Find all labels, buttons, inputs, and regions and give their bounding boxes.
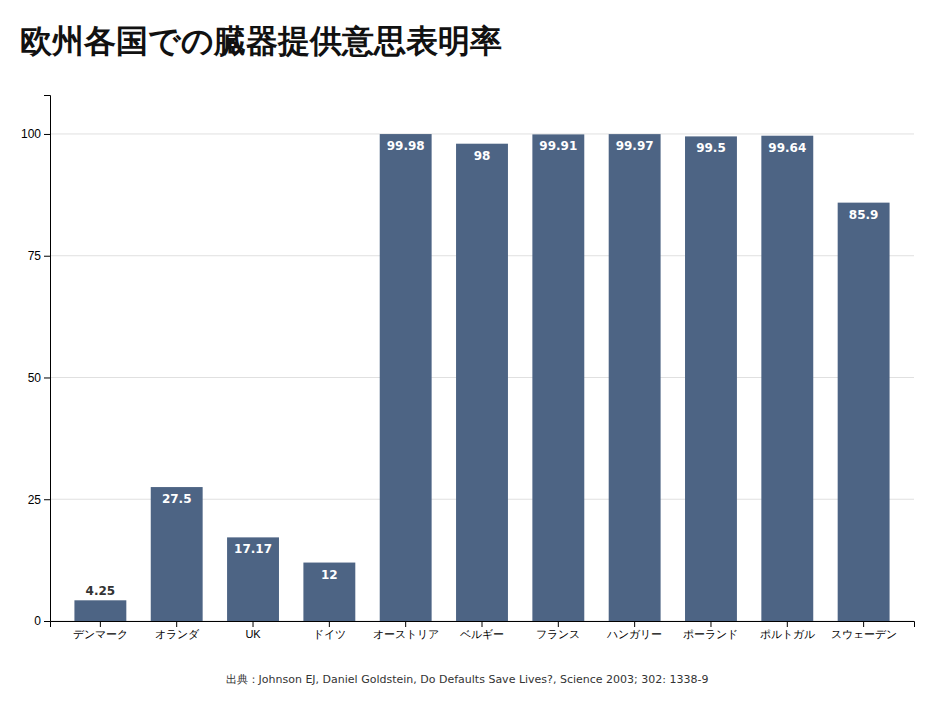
x-tick: ポルトガル: [760, 621, 815, 640]
x-tick: ポーランド: [683, 621, 738, 640]
x-tick-mark: [787, 621, 788, 627]
x-tick-mark: [863, 621, 864, 627]
y-tick: 50: [28, 371, 50, 385]
x-tick-label: デンマーク: [73, 628, 128, 640]
y-tick-mark: [44, 377, 50, 378]
x-tick-label: オーストリア: [373, 628, 439, 640]
x-tick-mark: [558, 621, 559, 627]
y-tick: 0: [34, 614, 50, 628]
y-tick: 75: [28, 249, 50, 263]
bar: [227, 537, 279, 621]
x-tick-label: スウェーデン: [831, 628, 897, 640]
data-label: 27.5: [162, 492, 192, 506]
bar: [838, 203, 890, 621]
bar: [303, 563, 355, 621]
data-label: 99.5: [696, 141, 726, 155]
x-axis: デンマーク オランダ UK ドイツ オーストリア ベルギー フランス ハンガリー ポーランド ポル…: [51, 621, 915, 640]
y-tick: 25: [28, 493, 50, 507]
x-tick-mark: [710, 621, 711, 627]
y-tick-mark: [44, 134, 50, 135]
y-axis: 0 25 50 75 100: [21, 96, 51, 629]
bar: [380, 134, 432, 621]
x-tick: スウェーデン: [831, 621, 897, 640]
x-tick: オーストリア: [373, 621, 439, 640]
x-tick-mark: [100, 621, 101, 627]
y-tick: 100: [21, 127, 50, 141]
x-tick-mark: [253, 621, 254, 627]
x-tick-mark: [176, 621, 177, 627]
bar: [761, 136, 813, 621]
y-tick-label: 25: [28, 493, 42, 507]
data-label: 99.98: [387, 139, 425, 153]
source: 出典：Johnson EJ, Daniel Goldstein, Do Defa…: [226, 673, 709, 686]
x-tick: ベルギー: [460, 621, 504, 640]
bar: [532, 134, 584, 621]
x-tick-label: ポルトガル: [760, 628, 815, 640]
x-axis-line: [51, 622, 915, 628]
x-tick-mark: [405, 621, 406, 627]
data-label: 12: [321, 568, 338, 582]
x-tick: デンマーク: [73, 621, 128, 640]
bars: [74, 134, 889, 621]
x-tick-label: ハンガリー: [606, 628, 662, 640]
data-label: 4.25: [86, 584, 116, 598]
bar: [685, 136, 737, 621]
bar: [151, 487, 203, 621]
x-tick-label: フランス: [536, 628, 580, 640]
bar: [456, 144, 508, 621]
y-tick-mark: [44, 499, 50, 500]
y-tick-label: 0: [34, 614, 41, 628]
data-label: 99.97: [616, 139, 654, 153]
x-tick: ドイツ: [313, 621, 346, 640]
x-tick-mark: [634, 621, 635, 627]
x-tick: オランダ: [155, 621, 200, 640]
bar: [74, 600, 126, 621]
y-tick-label: 75: [28, 249, 42, 263]
plot: 0 25 50 75 100 デンマーク オランダ UK ドイツ オーストリア ベルギー フランス ハン…: [21, 96, 915, 640]
grid: [50, 134, 914, 621]
x-tick-label: ポーランド: [683, 628, 738, 640]
data-label: 98: [474, 149, 491, 163]
bar: [609, 134, 661, 621]
chart-svg: 欧州各国での臓器提供意思表明率 0 25 50 75 100 デンマーク オランダ UK ドイツ オ…: [0, 0, 934, 701]
y-tick-label: 100: [21, 127, 41, 141]
x-tick-label: UK: [245, 628, 261, 640]
x-tick: フランス: [536, 621, 580, 640]
x-tick-mark: [482, 621, 483, 627]
y-axis-line: [44, 96, 51, 622]
y-tick-mark: [44, 256, 50, 257]
data-labels: 4.25 27.5 17.17 12 99.98 98 99.91 99.97 99.5 99.6…: [86, 139, 879, 598]
data-label: 99.91: [539, 139, 577, 153]
grid-line: [50, 133, 914, 134]
x-tick-label: オランダ: [155, 628, 200, 640]
data-label: 99.64: [768, 141, 806, 155]
y-tick-label: 50: [28, 371, 42, 385]
x-tick: ハンガリー: [606, 621, 662, 640]
title: 欧州各国での臓器提供意思表明率: [20, 22, 502, 60]
y-tick-mark: [44, 621, 50, 622]
x-tick-label: ドイツ: [313, 628, 346, 640]
x-tick-mark: [329, 621, 330, 627]
x-tick-label: ベルギー: [460, 628, 504, 640]
x-tick: UK: [245, 621, 261, 640]
data-label: 85.9: [849, 208, 879, 222]
data-label: 17.17: [234, 542, 272, 556]
